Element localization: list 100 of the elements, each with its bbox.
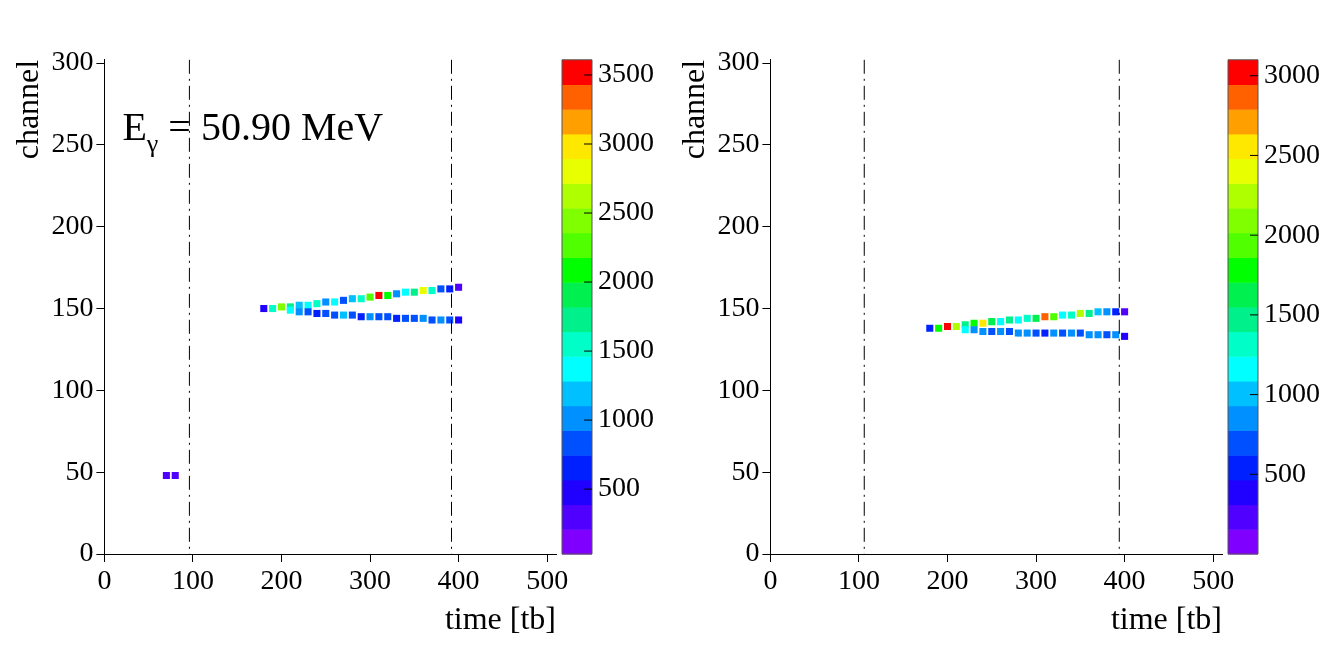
point <box>935 324 943 332</box>
point <box>926 324 934 332</box>
point <box>419 314 427 322</box>
point <box>455 283 463 291</box>
point <box>437 316 445 324</box>
point <box>295 308 303 316</box>
color-bar-label: 1000 <box>1264 376 1320 408</box>
point <box>1094 308 1102 316</box>
point <box>1076 309 1084 317</box>
point <box>331 298 339 306</box>
point <box>1050 329 1058 337</box>
x-axis-title: time [tb] <box>444 600 556 637</box>
y-tick-label: 200 <box>717 209 760 241</box>
point <box>357 295 365 303</box>
point <box>1076 329 1084 337</box>
point <box>1023 329 1031 337</box>
point <box>410 288 418 296</box>
y-tick-label: 0 <box>745 536 760 568</box>
x-tick-label: 400 <box>437 564 480 596</box>
point <box>997 318 1005 326</box>
point <box>1014 329 1022 337</box>
point <box>1032 314 1040 322</box>
y-tick-label: 250 <box>717 127 760 159</box>
color-bar-label: 500 <box>1264 456 1306 488</box>
point <box>401 288 409 296</box>
point <box>1103 331 1111 339</box>
x-tick-label: 500 <box>526 564 569 596</box>
point <box>988 318 996 326</box>
point <box>366 293 374 301</box>
y-tick-label: 50 <box>731 454 760 486</box>
point <box>162 471 170 479</box>
point <box>1103 308 1111 316</box>
point <box>1121 308 1129 316</box>
point <box>1112 331 1120 339</box>
point <box>313 309 321 317</box>
color-bar-label: 500 <box>598 471 640 503</box>
point <box>455 316 463 324</box>
point <box>313 300 321 308</box>
point <box>357 313 365 321</box>
point <box>446 285 454 293</box>
point <box>348 295 356 303</box>
point <box>1050 313 1058 321</box>
point <box>339 296 348 304</box>
point <box>1085 309 1093 317</box>
point <box>393 314 401 322</box>
point <box>437 285 445 293</box>
point <box>277 303 286 311</box>
point <box>410 314 418 322</box>
x-tick-label: 100 <box>171 564 214 596</box>
point <box>339 311 348 319</box>
point <box>366 313 374 321</box>
point <box>1023 314 1031 322</box>
x-tick-label: 300 <box>349 564 392 596</box>
point <box>1041 329 1049 337</box>
point <box>348 311 356 319</box>
point <box>375 313 383 321</box>
point <box>331 311 339 319</box>
color-bar-label: 1500 <box>1264 297 1320 329</box>
point <box>375 291 383 299</box>
y-tick-label: 300 <box>51 45 94 77</box>
y-tick-label: 100 <box>51 372 94 404</box>
point <box>1059 311 1067 319</box>
point <box>304 308 312 316</box>
point <box>997 327 1005 335</box>
y-tick-label: 300 <box>717 45 760 77</box>
point <box>419 287 427 295</box>
point <box>1005 316 1014 324</box>
point <box>979 327 987 335</box>
color-bar-label: 2000 <box>598 264 654 296</box>
y-tick-label: 50 <box>65 454 94 486</box>
point <box>269 305 277 313</box>
y-tick-label: 0 <box>79 536 94 568</box>
point <box>393 290 401 298</box>
y-tick-label: 100 <box>717 372 760 404</box>
point <box>1112 308 1120 316</box>
color-bar-label: 2000 <box>1264 217 1320 249</box>
point <box>970 326 978 334</box>
color-bar-label: 2500 <box>1264 137 1320 169</box>
color-bar-label: 3500 <box>598 57 654 89</box>
point <box>1032 329 1040 337</box>
y-tick-label: 150 <box>51 290 94 322</box>
point <box>384 313 392 321</box>
point <box>322 298 330 306</box>
color-bar-label: 3000 <box>1264 58 1320 90</box>
point <box>952 323 960 331</box>
point <box>943 323 952 331</box>
point <box>988 327 996 335</box>
x-tick-label: 200 <box>926 564 969 596</box>
x-tick-label: 500 <box>1192 564 1235 596</box>
point <box>171 471 179 479</box>
point <box>979 319 987 327</box>
point <box>1059 329 1067 337</box>
point <box>961 326 969 334</box>
point <box>1094 331 1102 339</box>
point <box>322 309 330 317</box>
point <box>1085 331 1093 339</box>
point <box>1041 313 1049 321</box>
x-axis-title: time [tb] <box>1110 600 1222 637</box>
y-axis-title: channel <box>674 59 711 160</box>
x-tick-label: 400 <box>1103 564 1146 596</box>
